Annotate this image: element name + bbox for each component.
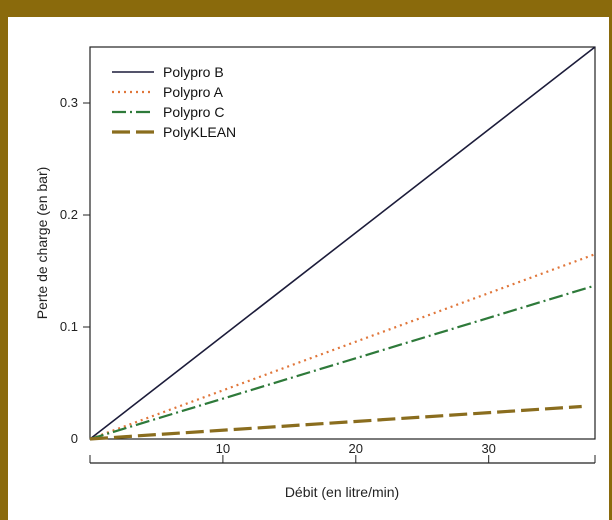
series-line-polypro-c (89, 284, 596, 441)
legend-label-polypro-b: Polypro B (163, 64, 224, 80)
y-axis-title: Perte de charge (en bar) (34, 167, 50, 320)
legend-label-polypro-a: Polypro A (163, 84, 224, 100)
y-tick-label: 0.2 (60, 207, 78, 222)
y-tick-label: 0 (71, 431, 78, 446)
top-color-band (0, 0, 612, 17)
right-color-band (609, 17, 612, 520)
x-tick-label: 30 (481, 441, 495, 456)
y-axis: 0 0.1 0.2 0.3 (60, 95, 90, 446)
legend: Polypro B Polypro A Polypro C PolyKLEAN (112, 64, 236, 140)
legend-label-polyklean: PolyKLEAN (163, 124, 236, 140)
series-line-polypro-a (89, 253, 596, 441)
x-axis: 10 20 30 (89, 441, 596, 464)
left-color-band (0, 17, 8, 520)
y-tick-label: 0.3 (60, 95, 78, 110)
plot-area-frame (89, 46, 596, 440)
x-tick-label: 10 (216, 441, 230, 456)
x-axis-title: Débit (en litre/min) (285, 484, 399, 500)
y-tick-label: 0.1 (60, 319, 78, 334)
series-line-polyklean (89, 404, 582, 441)
legend-label-polypro-c: Polypro C (163, 104, 224, 120)
series-layer (89, 46, 596, 441)
series-line-polypro-b (89, 46, 596, 440)
x-tick-label: 20 (349, 441, 363, 456)
